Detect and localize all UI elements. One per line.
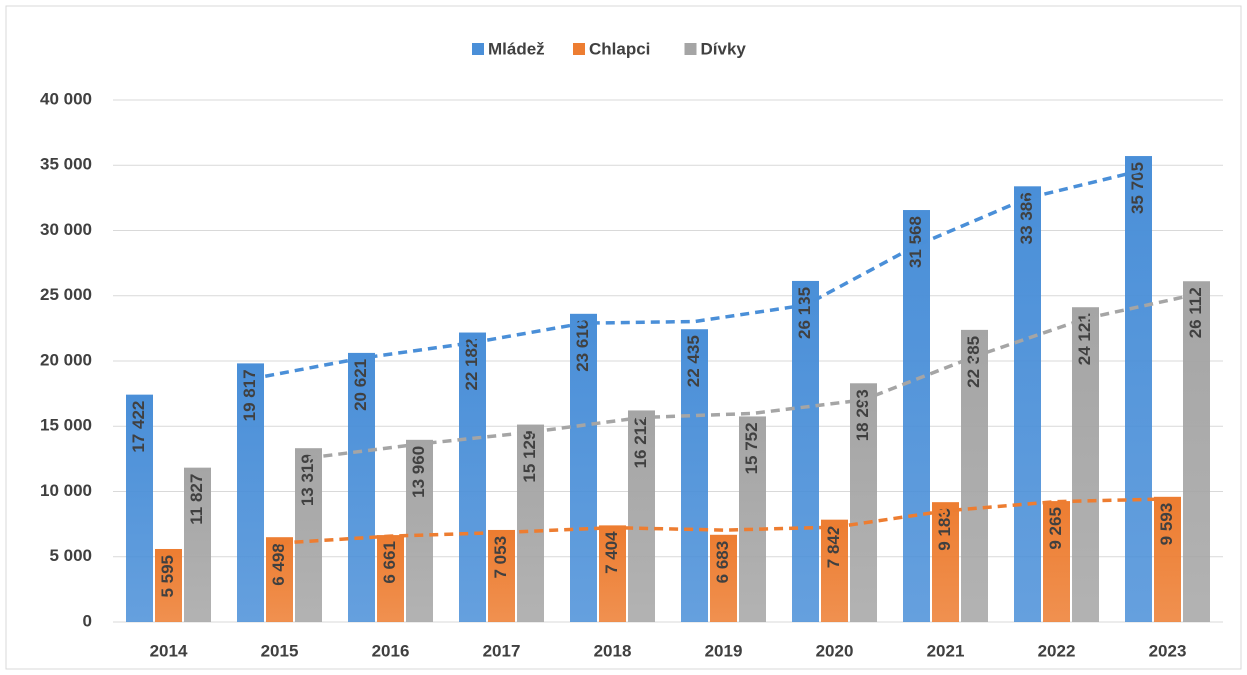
bar — [1014, 186, 1041, 623]
bar — [961, 329, 988, 622]
value-label: 17 422 — [129, 401, 148, 453]
y-tick-label: 0 — [83, 611, 92, 630]
value-label: 26 135 — [795, 287, 814, 339]
x-tick-label: 2022 — [1038, 641, 1076, 660]
value-label: 6 498 — [269, 543, 288, 586]
value-label: 22 435 — [684, 335, 703, 387]
bar — [739, 416, 766, 622]
bar — [1154, 496, 1181, 622]
y-tick-label: 30 000 — [40, 220, 92, 239]
x-tick-label: 2018 — [594, 641, 632, 660]
value-label: 16 212 — [631, 416, 650, 468]
bar — [570, 313, 597, 622]
bar — [821, 519, 848, 622]
value-label: 9 183 — [935, 508, 954, 551]
value-label: 9 265 — [1046, 507, 1065, 550]
value-label: 7 053 — [491, 536, 510, 579]
bar — [1043, 501, 1070, 622]
value-label: 7 404 — [602, 531, 621, 574]
y-tick-label: 20 000 — [40, 350, 92, 369]
legend-label: Chlapci — [589, 39, 650, 58]
bar — [599, 525, 626, 622]
x-tick-label: 2021 — [927, 641, 965, 660]
bar — [459, 332, 486, 622]
value-label: 5 595 — [158, 555, 177, 598]
x-tick-label: 2015 — [261, 641, 299, 660]
bar — [681, 329, 708, 622]
y-tick-label: 35 000 — [40, 155, 92, 174]
trendline — [308, 292, 1197, 460]
value-label: 20 621 — [351, 359, 370, 411]
value-label: 33 386 — [1017, 192, 1036, 244]
bar — [126, 394, 153, 622]
bar — [237, 363, 264, 622]
bar — [710, 534, 737, 622]
bar — [932, 502, 959, 622]
x-tick-label: 2019 — [705, 641, 743, 660]
bar — [1125, 156, 1152, 622]
y-tick-label: 40 000 — [40, 89, 92, 108]
bar — [184, 467, 211, 622]
value-label: 9 593 — [1157, 503, 1176, 546]
value-label: 13 319 — [298, 454, 317, 506]
bar — [792, 280, 819, 622]
value-label: 24 121 — [1075, 313, 1094, 365]
bar — [348, 352, 375, 622]
bar — [377, 535, 404, 622]
y-tick-label: 15 000 — [40, 416, 92, 435]
x-tick-label: 2014 — [150, 641, 188, 660]
trendline — [250, 169, 1139, 381]
value-label: 22 385 — [964, 336, 983, 388]
value-label: 19 817 — [240, 369, 259, 421]
bar — [488, 529, 515, 622]
y-tick-label: 10 000 — [40, 481, 92, 500]
value-label: 6 683 — [713, 541, 732, 584]
bar — [517, 424, 544, 622]
bar — [1183, 281, 1210, 622]
y-tick-label: 5 000 — [49, 546, 92, 565]
value-label: 15 129 — [520, 431, 539, 483]
legend-label: Dívky — [701, 39, 747, 58]
value-label: 26 112 — [1186, 287, 1205, 338]
legend-swatch — [472, 43, 484, 55]
bar — [266, 537, 293, 622]
value-label: 35 705 — [1128, 162, 1147, 214]
x-tick-label: 2017 — [483, 641, 521, 660]
x-tick-label: 2020 — [816, 641, 854, 660]
bar — [295, 448, 322, 622]
bar — [406, 439, 433, 622]
value-label: 15 752 — [742, 422, 761, 474]
legend-label: Mládež — [488, 39, 545, 58]
value-label: 18 293 — [853, 389, 872, 441]
trendline — [279, 497, 1168, 545]
bar — [155, 548, 182, 622]
x-tick-label: 2016 — [372, 641, 410, 660]
legend-swatch — [573, 43, 585, 55]
y-tick-label: 25 000 — [40, 285, 92, 304]
value-label: 7 842 — [824, 526, 843, 569]
value-label: 11 827 — [187, 474, 206, 525]
legend-swatch — [684, 43, 697, 55]
value-label: 6 661 — [380, 541, 399, 584]
bar — [850, 383, 877, 622]
value-label: 13 960 — [409, 446, 428, 498]
value-label: 31 568 — [906, 216, 925, 268]
bar — [1072, 307, 1099, 622]
bar — [903, 210, 930, 622]
bar — [628, 410, 655, 622]
value-label: 23 616 — [573, 320, 592, 372]
x-tick-label: 2023 — [1149, 641, 1187, 660]
value-label: 22 182 — [462, 339, 481, 391]
